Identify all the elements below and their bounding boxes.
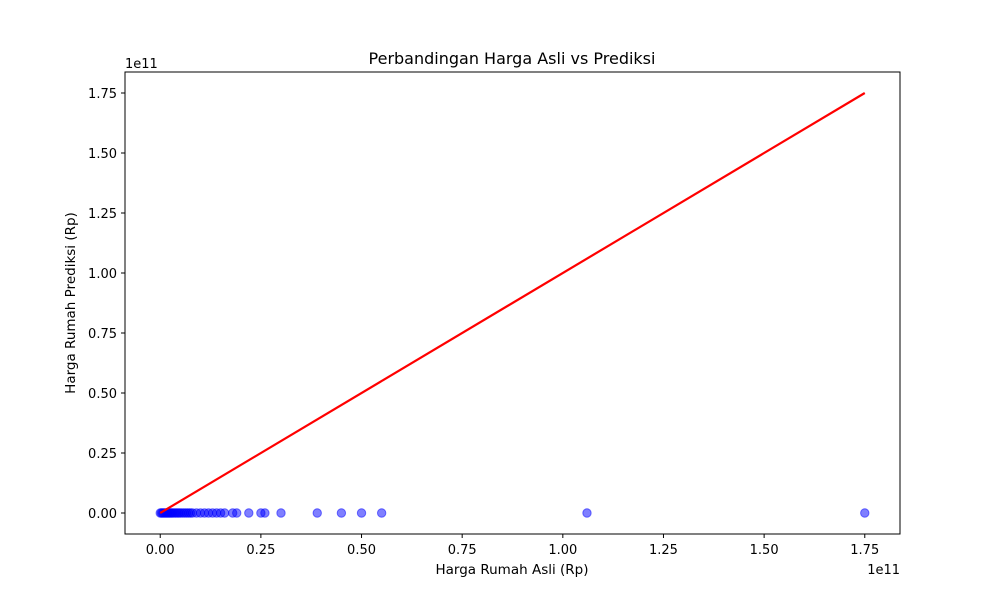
x-tick-label: 0.00 (146, 543, 175, 558)
x-tick-label: 1.75 (850, 543, 879, 558)
scatter-point (376, 508, 387, 518)
chart-title: Perbandingan Harga Asli vs Prediksi (369, 49, 656, 68)
scatter-point (312, 508, 322, 518)
y-axis-offset-label: 1e11 (125, 57, 158, 72)
scatter-point (356, 508, 367, 518)
scatter-point (244, 508, 254, 518)
x-tick-label: 1.25 (649, 543, 678, 558)
scatter-point (336, 508, 347, 518)
x-tick-label: 0.75 (448, 543, 477, 558)
x-tick-label: 0.50 (347, 543, 376, 558)
y-tick-label: 1.00 (88, 267, 117, 282)
axes-frame (124, 71, 901, 535)
scatter-point (260, 508, 270, 518)
scatter-point (860, 508, 870, 518)
x-tick-label: 1.50 (750, 543, 779, 558)
scatter-point (219, 508, 230, 518)
scatter-point (582, 508, 592, 518)
axes: 0.00 0.25 0.50 0.75 1.00 1.25 1.50 1.75 0.00 0.25… (88, 71, 901, 558)
y-tick-label: 1.25 (88, 207, 117, 222)
x-tick-label: 0.25 (246, 543, 275, 558)
x-axis-label: Harga Rumah Asli (Rp) (435, 562, 588, 578)
y-tick-label: 1.75 (88, 87, 117, 102)
scatter-point (276, 508, 286, 518)
plot-area (155, 92, 870, 518)
scatter-point (232, 508, 242, 518)
x-tick-label: 1.00 (548, 543, 577, 558)
y-tick-label: 0.00 (88, 507, 117, 522)
x-axis-offset-label: 1e11 (867, 563, 900, 578)
reference-line (159, 92, 866, 514)
y-tick-label: 0.75 (88, 327, 117, 342)
y-tick-label: 0.50 (88, 387, 117, 402)
y-axis-label: Harga Rumah Prediksi (Rp) (63, 212, 79, 394)
y-tick-label: 0.25 (88, 447, 117, 462)
y-tick-label: 1.50 (88, 147, 117, 162)
